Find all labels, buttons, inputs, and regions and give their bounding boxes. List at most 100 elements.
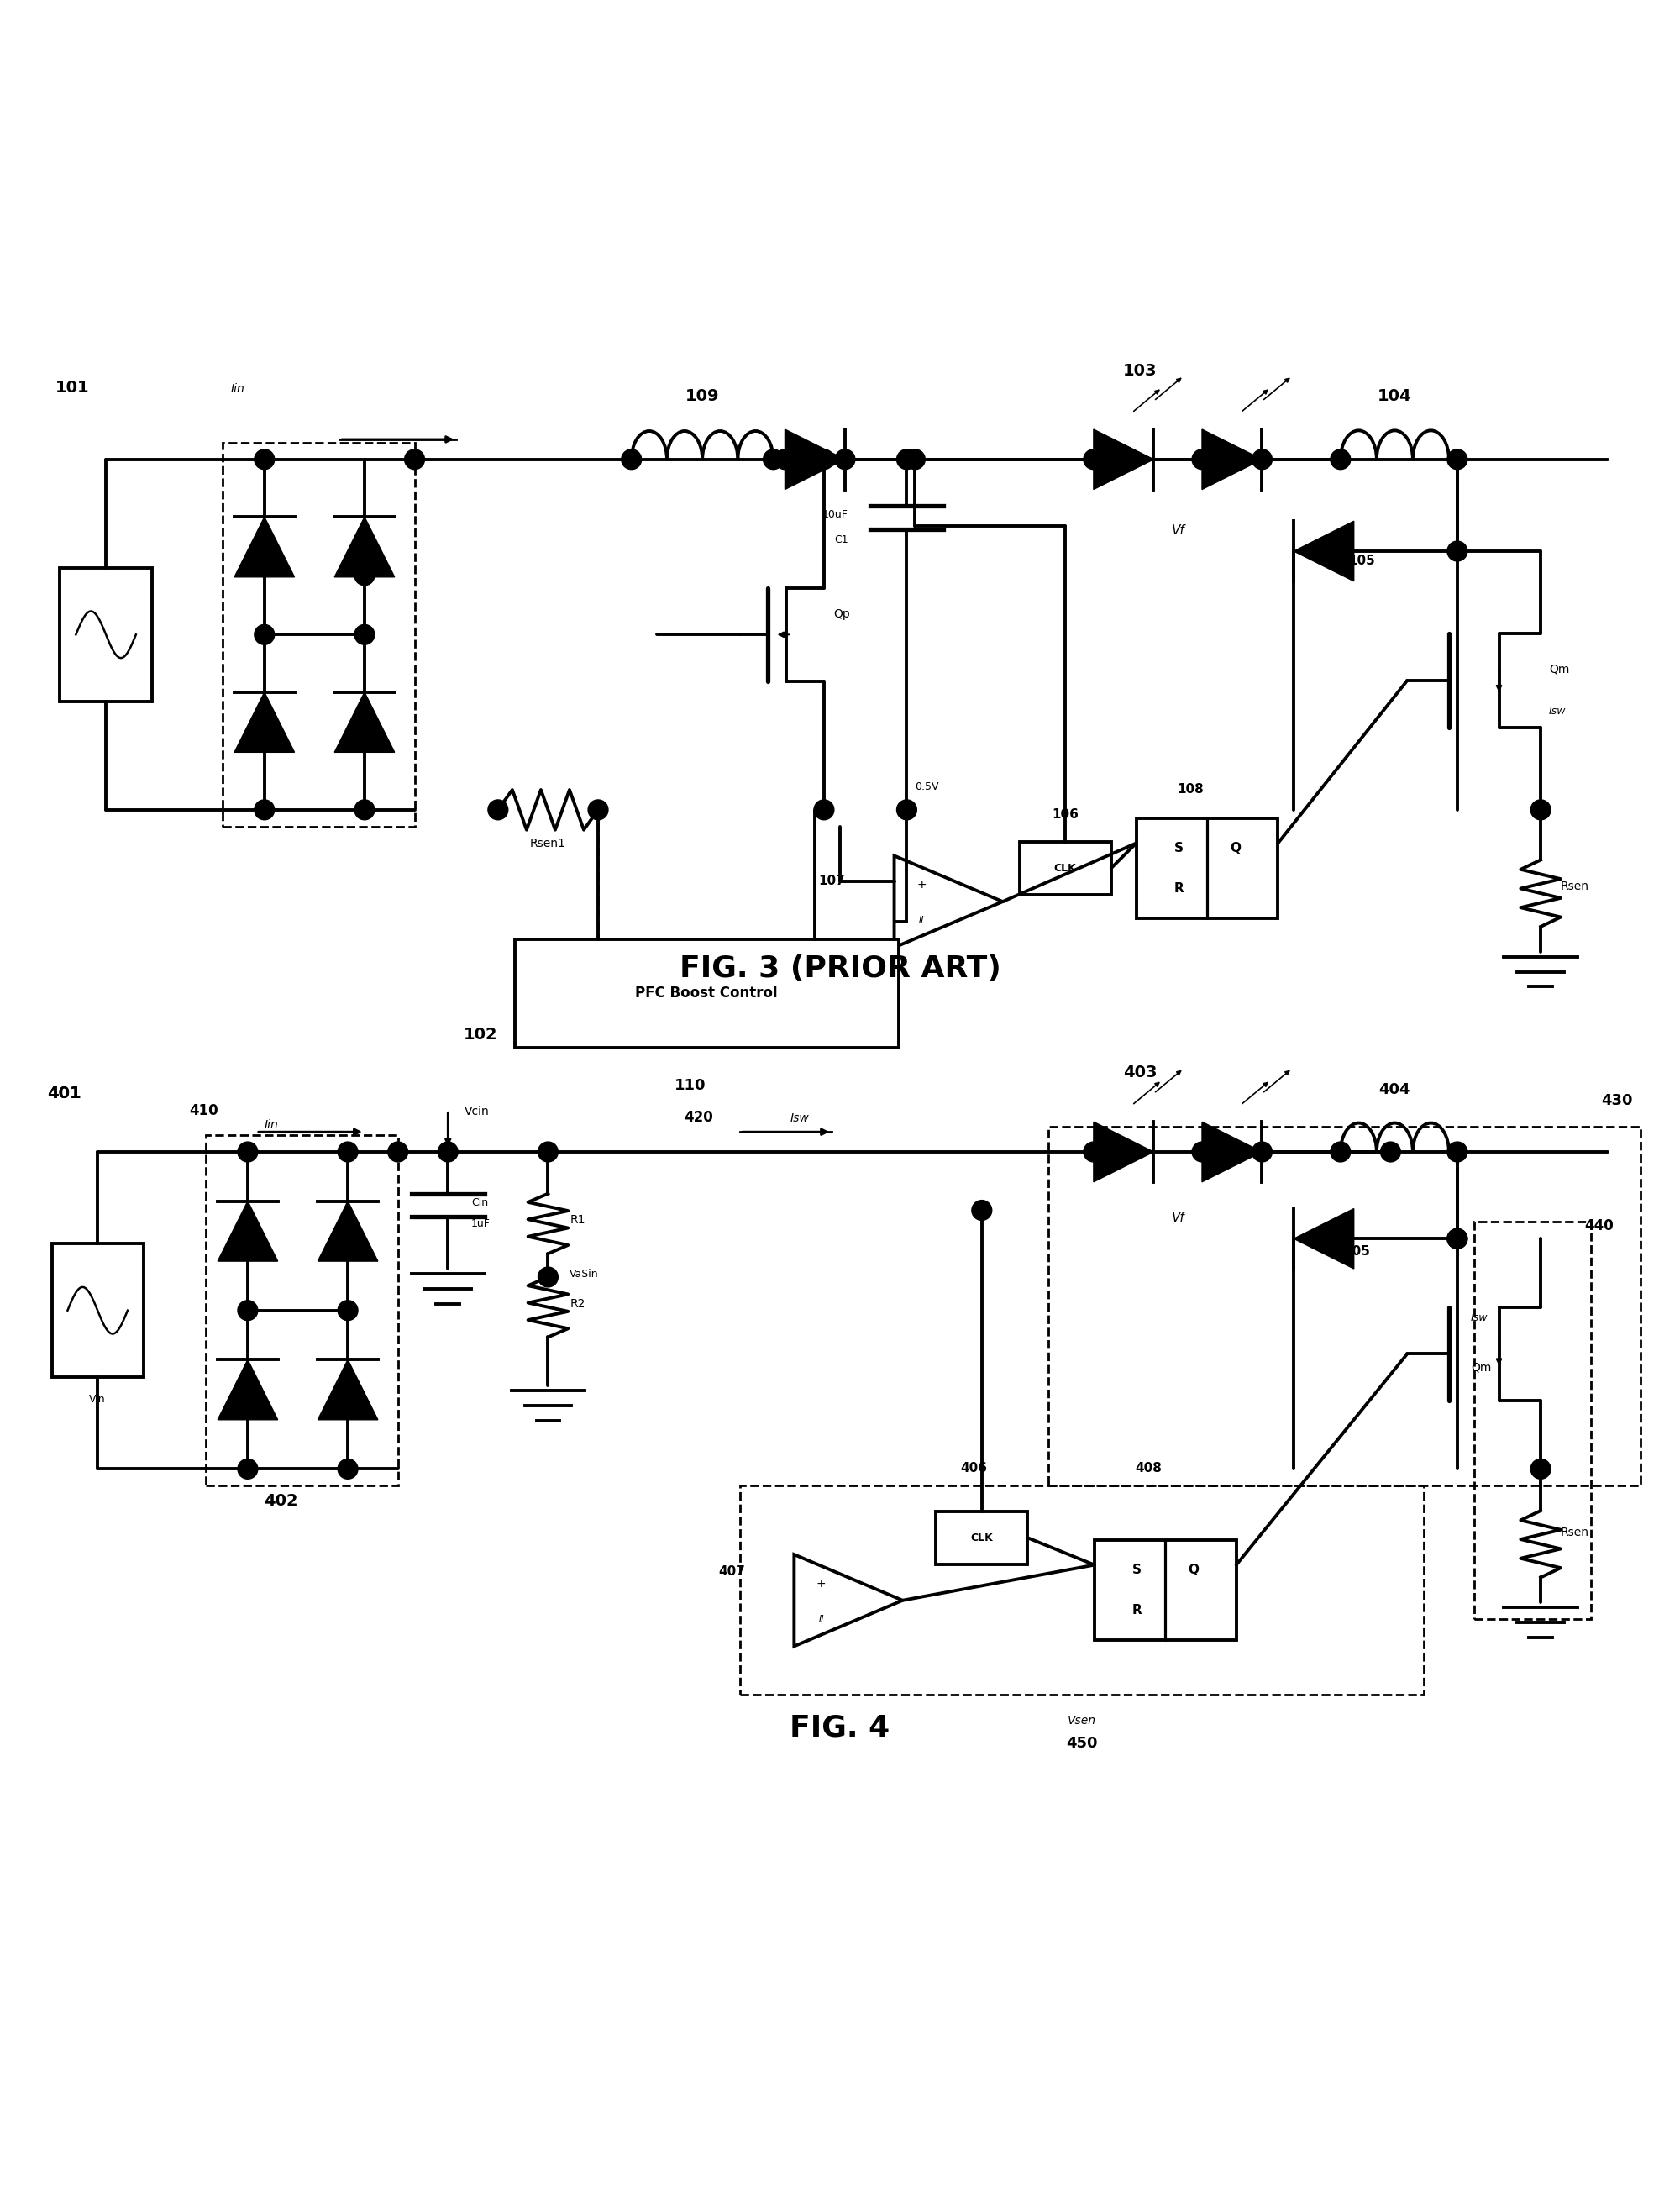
Circle shape — [1446, 540, 1467, 562]
Circle shape — [774, 448, 795, 470]
Text: 410: 410 — [190, 1104, 218, 1118]
Text: Vcin: Vcin — [465, 1107, 489, 1118]
Text: R2: R2 — [570, 1297, 585, 1310]
Text: 402: 402 — [264, 1494, 297, 1509]
Circle shape — [1446, 1229, 1467, 1249]
Circle shape — [1084, 448, 1104, 470]
Circle shape — [1193, 448, 1211, 470]
Polygon shape — [1201, 1122, 1262, 1181]
Polygon shape — [235, 691, 294, 752]
Circle shape — [971, 1201, 991, 1220]
Circle shape — [835, 448, 855, 470]
Text: 405: 405 — [1344, 1244, 1371, 1258]
Circle shape — [338, 1459, 358, 1478]
Circle shape — [1331, 1142, 1351, 1161]
Text: R: R — [1174, 881, 1184, 894]
Polygon shape — [334, 691, 395, 752]
Text: 407: 407 — [717, 1566, 744, 1577]
Text: 105: 105 — [1349, 555, 1376, 566]
Text: Q: Q — [1188, 1564, 1200, 1577]
Text: 403: 403 — [1124, 1065, 1158, 1080]
Polygon shape — [1094, 429, 1154, 490]
Text: FIG. 4: FIG. 4 — [790, 1712, 890, 1741]
Circle shape — [1530, 1459, 1551, 1478]
Text: 401: 401 — [47, 1087, 81, 1102]
Text: 110: 110 — [674, 1078, 706, 1094]
Text: 10uF: 10uF — [823, 510, 848, 521]
Polygon shape — [235, 516, 294, 577]
Circle shape — [538, 1142, 558, 1161]
Circle shape — [815, 800, 833, 820]
Circle shape — [588, 800, 608, 820]
Text: 102: 102 — [464, 1026, 497, 1043]
Text: 430: 430 — [1601, 1094, 1633, 1109]
Circle shape — [622, 448, 642, 470]
Text: 107: 107 — [818, 875, 845, 888]
Circle shape — [1446, 1229, 1467, 1249]
Text: 0.5V: 0.5V — [916, 781, 939, 792]
Text: Iin: Iin — [264, 1120, 279, 1131]
Text: Cin: Cin — [472, 1196, 489, 1207]
Bar — [514, 938, 899, 1048]
Polygon shape — [795, 1555, 902, 1647]
Circle shape — [1084, 1142, 1104, 1161]
Bar — [60, 569, 151, 702]
Text: Iin: Iin — [232, 383, 245, 396]
Text: 101: 101 — [55, 381, 89, 396]
Text: +: + — [816, 1579, 827, 1590]
Text: C1: C1 — [835, 534, 848, 545]
Text: 440: 440 — [1584, 1218, 1614, 1233]
Polygon shape — [334, 516, 395, 577]
Text: FIG. 3 (PRIOR ART): FIG. 3 (PRIOR ART) — [679, 954, 1001, 982]
Polygon shape — [218, 1360, 277, 1419]
Text: Isw: Isw — [790, 1113, 810, 1124]
Text: Vsen: Vsen — [1067, 1715, 1095, 1728]
Text: S: S — [1174, 842, 1183, 855]
Polygon shape — [218, 1201, 277, 1262]
Text: R: R — [1132, 1603, 1142, 1616]
Circle shape — [354, 566, 375, 586]
Polygon shape — [318, 1201, 378, 1262]
Polygon shape — [785, 429, 845, 490]
Text: VaSin: VaSin — [570, 1268, 598, 1279]
Bar — [936, 1511, 1028, 1564]
Circle shape — [897, 800, 917, 820]
Circle shape — [1331, 448, 1351, 470]
Circle shape — [763, 448, 783, 470]
Polygon shape — [1294, 1209, 1354, 1268]
Circle shape — [487, 800, 507, 820]
Polygon shape — [1294, 521, 1354, 582]
Text: 109: 109 — [685, 389, 719, 405]
Text: S: S — [1132, 1564, 1142, 1577]
Text: 1uF: 1uF — [472, 1218, 491, 1229]
Polygon shape — [894, 855, 1003, 947]
Circle shape — [354, 625, 375, 645]
Bar — [739, 1485, 1425, 1695]
Text: Rsen: Rsen — [1561, 1527, 1589, 1537]
Text: Vf: Vf — [1171, 1212, 1184, 1225]
Text: Rsen1: Rsen1 — [529, 838, 566, 849]
Circle shape — [338, 1142, 358, 1161]
Text: Qp: Qp — [833, 608, 850, 621]
Bar — [1473, 1223, 1591, 1618]
Text: 103: 103 — [1124, 363, 1158, 378]
Circle shape — [254, 625, 274, 645]
Bar — [1136, 818, 1278, 919]
Circle shape — [906, 448, 926, 470]
Bar — [1020, 842, 1110, 894]
Circle shape — [1446, 1142, 1467, 1161]
Bar — [1094, 1540, 1236, 1640]
Polygon shape — [1094, 1122, 1154, 1181]
Circle shape — [388, 1142, 408, 1161]
Text: Qm: Qm — [1549, 663, 1569, 674]
Bar — [223, 442, 415, 827]
Text: 450: 450 — [1067, 1736, 1097, 1752]
Circle shape — [254, 800, 274, 820]
Text: Rsen: Rsen — [1561, 881, 1589, 892]
Text: Q: Q — [1230, 842, 1242, 855]
Text: 401: 401 — [47, 1087, 81, 1102]
Text: R1: R1 — [570, 1214, 585, 1227]
Text: Qm: Qm — [1470, 1360, 1492, 1373]
Text: II: II — [818, 1614, 823, 1623]
Text: PFC Boost Control: PFC Boost Control — [635, 986, 778, 1002]
